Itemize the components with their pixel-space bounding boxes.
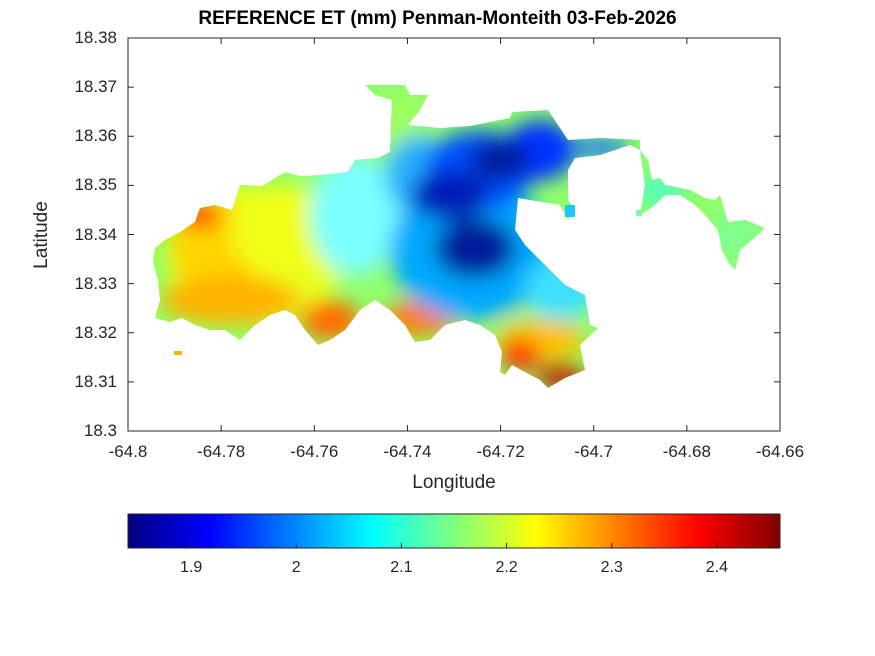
colorbar-tick-label: 1.9 — [179, 559, 203, 576]
colorbar-tick-label: 2.3 — [600, 559, 623, 576]
colorbar — [127, 513, 781, 549]
y-tick-label: 18.38 — [74, 28, 117, 47]
x-tick-label: -64.8 — [108, 442, 148, 461]
y-tick-label: 18.36 — [74, 126, 117, 146]
x-tick-marks — [127, 38, 781, 431]
y-tick-label: 18.35 — [74, 175, 117, 195]
chart-title: REFERENCE ET (mm) Penman-Monteith 03-Feb… — [198, 8, 677, 29]
colorbar-tick-label: 2.4 — [705, 559, 729, 576]
colorbar-tick-label: 2 — [291, 559, 301, 576]
x-tick-label: -64.74 — [383, 442, 432, 461]
y-tick-label: 18.34 — [74, 224, 117, 244]
x-tick-label: -64.78 — [197, 442, 246, 461]
islet-patch — [565, 205, 575, 217]
islet-patch — [636, 210, 642, 216]
y-tick-label: 18.31 — [74, 371, 117, 391]
x-axis-label: Longitude — [412, 472, 496, 493]
y-tick-label: 18.37 — [74, 77, 117, 97]
y-axis-label: Latitude — [31, 201, 52, 269]
islet-patch — [174, 351, 182, 355]
y-tick-marks — [128, 37, 780, 432]
colorbar-tick-label: 2.2 — [495, 559, 518, 576]
colorbar-tick-label: 2.1 — [390, 559, 413, 576]
x-tick-label: -64.68 — [662, 442, 711, 461]
y-tick-label: 18.32 — [74, 322, 117, 342]
y-tick-label: 18.3 — [83, 421, 117, 440]
x-tick-label: -64.72 — [476, 442, 525, 461]
y-tick-label: 18.33 — [74, 273, 117, 293]
colorbar-tick-marks — [190, 543, 718, 548]
x-tick-label: -64.66 — [755, 442, 805, 461]
x-tick-label: -64.7 — [574, 442, 614, 461]
x-tick-label: -64.76 — [290, 442, 339, 461]
